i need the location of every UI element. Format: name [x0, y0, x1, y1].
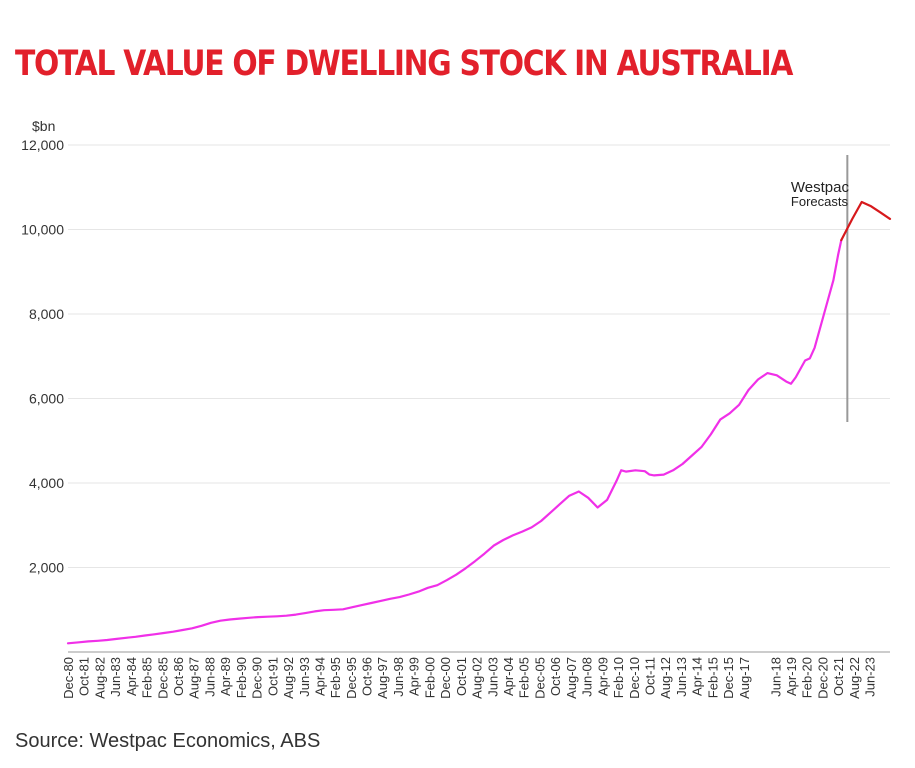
x-tick-label: Oct-96: [360, 657, 375, 696]
x-tick-label: Jun-03: [485, 657, 500, 697]
x-tick-label: Feb-10: [611, 657, 626, 698]
y-tick-label: 12,000: [21, 137, 64, 153]
y-axis-unit-label: $bn: [32, 118, 56, 134]
x-tick-label: Jun-08: [580, 657, 595, 697]
x-tick-label: Oct-06: [548, 657, 563, 696]
x-tick-label: Apr-09: [595, 657, 610, 696]
x-tick-label: Jun-13: [674, 657, 689, 697]
y-tick-label: 4,000: [29, 475, 64, 491]
x-tick-label: Oct-81: [77, 657, 92, 696]
x-tick-label: Dec-15: [721, 657, 736, 699]
x-tick-label: Oct-21: [831, 657, 846, 696]
x-tick-label: Feb-85: [139, 657, 154, 698]
x-tick-label: Aug-02: [470, 657, 485, 699]
x-tick-label: Oct-11: [643, 657, 658, 695]
x-tick-label: Apr-14: [690, 657, 705, 696]
x-tick-label: Feb-20: [800, 657, 815, 698]
x-tick-label: Oct-01: [454, 657, 469, 696]
x-tick-label: Apr-04: [501, 657, 516, 696]
x-tick-label: Aug-97: [375, 657, 390, 699]
x-tick-label: Feb-90: [234, 657, 249, 698]
x-tick-label: Feb-05: [517, 657, 532, 698]
chart-title: TOTAL VALUE OF DWELLING STOCK IN AUSTRAL…: [15, 44, 793, 84]
x-tick-label: Aug-17: [737, 657, 752, 699]
x-tick-label: Dec-90: [250, 657, 265, 699]
x-axis-ticks: Dec-80 Oct-81 Aug-82 Jun-83 Apr-84 Feb-85 Dec-…: [61, 657, 878, 699]
forecast-annotation-line1: Westpac: [791, 179, 850, 196]
x-tick-label: Dec-85: [155, 657, 170, 699]
x-tick-label: Oct-91: [265, 657, 280, 696]
forecast-series-line: [840, 200, 892, 242]
forecast-annotation-line2: Forecasts: [791, 194, 849, 209]
x-tick-label: Aug-22: [847, 657, 862, 699]
x-tick-label: Dec-80: [61, 657, 76, 699]
x-tick-label: Apr-89: [218, 657, 233, 696]
x-tick-label: Jun-98: [391, 657, 406, 697]
x-tick-label: Jun-83: [108, 657, 123, 697]
x-tick-label: Dec-05: [533, 657, 548, 699]
source-note: Source: Westpac Economics, ABS: [15, 730, 321, 752]
y-axis-ticks: 2,000 4,000 6,000 8,000 10,000 12,000: [21, 137, 64, 576]
x-tick-label: Feb-15: [705, 657, 720, 698]
x-tick-label: Dec-20: [815, 657, 830, 699]
x-tick-label: Feb-00: [422, 657, 437, 698]
x-tick-label: Dec-00: [438, 657, 453, 699]
y-tick-label: 8,000: [29, 306, 64, 322]
actual-series-line: [66, 239, 843, 645]
x-tick-label: Apr-19: [784, 657, 799, 696]
x-tick-label: Aug-92: [281, 657, 296, 699]
y-tick-label: 10,000: [21, 222, 64, 238]
x-tick-label: Aug-87: [187, 657, 202, 699]
x-tick-label: Feb-95: [328, 657, 343, 698]
series-lines: [66, 200, 892, 645]
x-tick-label: Oct-86: [171, 657, 186, 696]
x-tick-label: Apr-84: [124, 657, 139, 696]
y-tick-label: 2,000: [29, 560, 64, 576]
x-tick-label: Jun-18: [768, 657, 783, 697]
x-tick-label: Apr-99: [407, 657, 422, 696]
x-tick-label: Dec-95: [344, 657, 359, 699]
x-tick-label: Apr-94: [312, 657, 327, 696]
x-tick-label: Aug-07: [564, 657, 579, 699]
x-tick-label: Dec-10: [627, 657, 642, 699]
x-tick-label: Jun-88: [202, 657, 217, 697]
x-tick-label: Aug-82: [92, 657, 107, 699]
y-tick-label: 6,000: [29, 391, 64, 407]
x-tick-label: Jun-93: [297, 657, 312, 697]
x-tick-label: Aug-12: [658, 657, 673, 699]
x-tick-label: Jun-23: [863, 657, 878, 697]
gridlines: [68, 144, 890, 568]
